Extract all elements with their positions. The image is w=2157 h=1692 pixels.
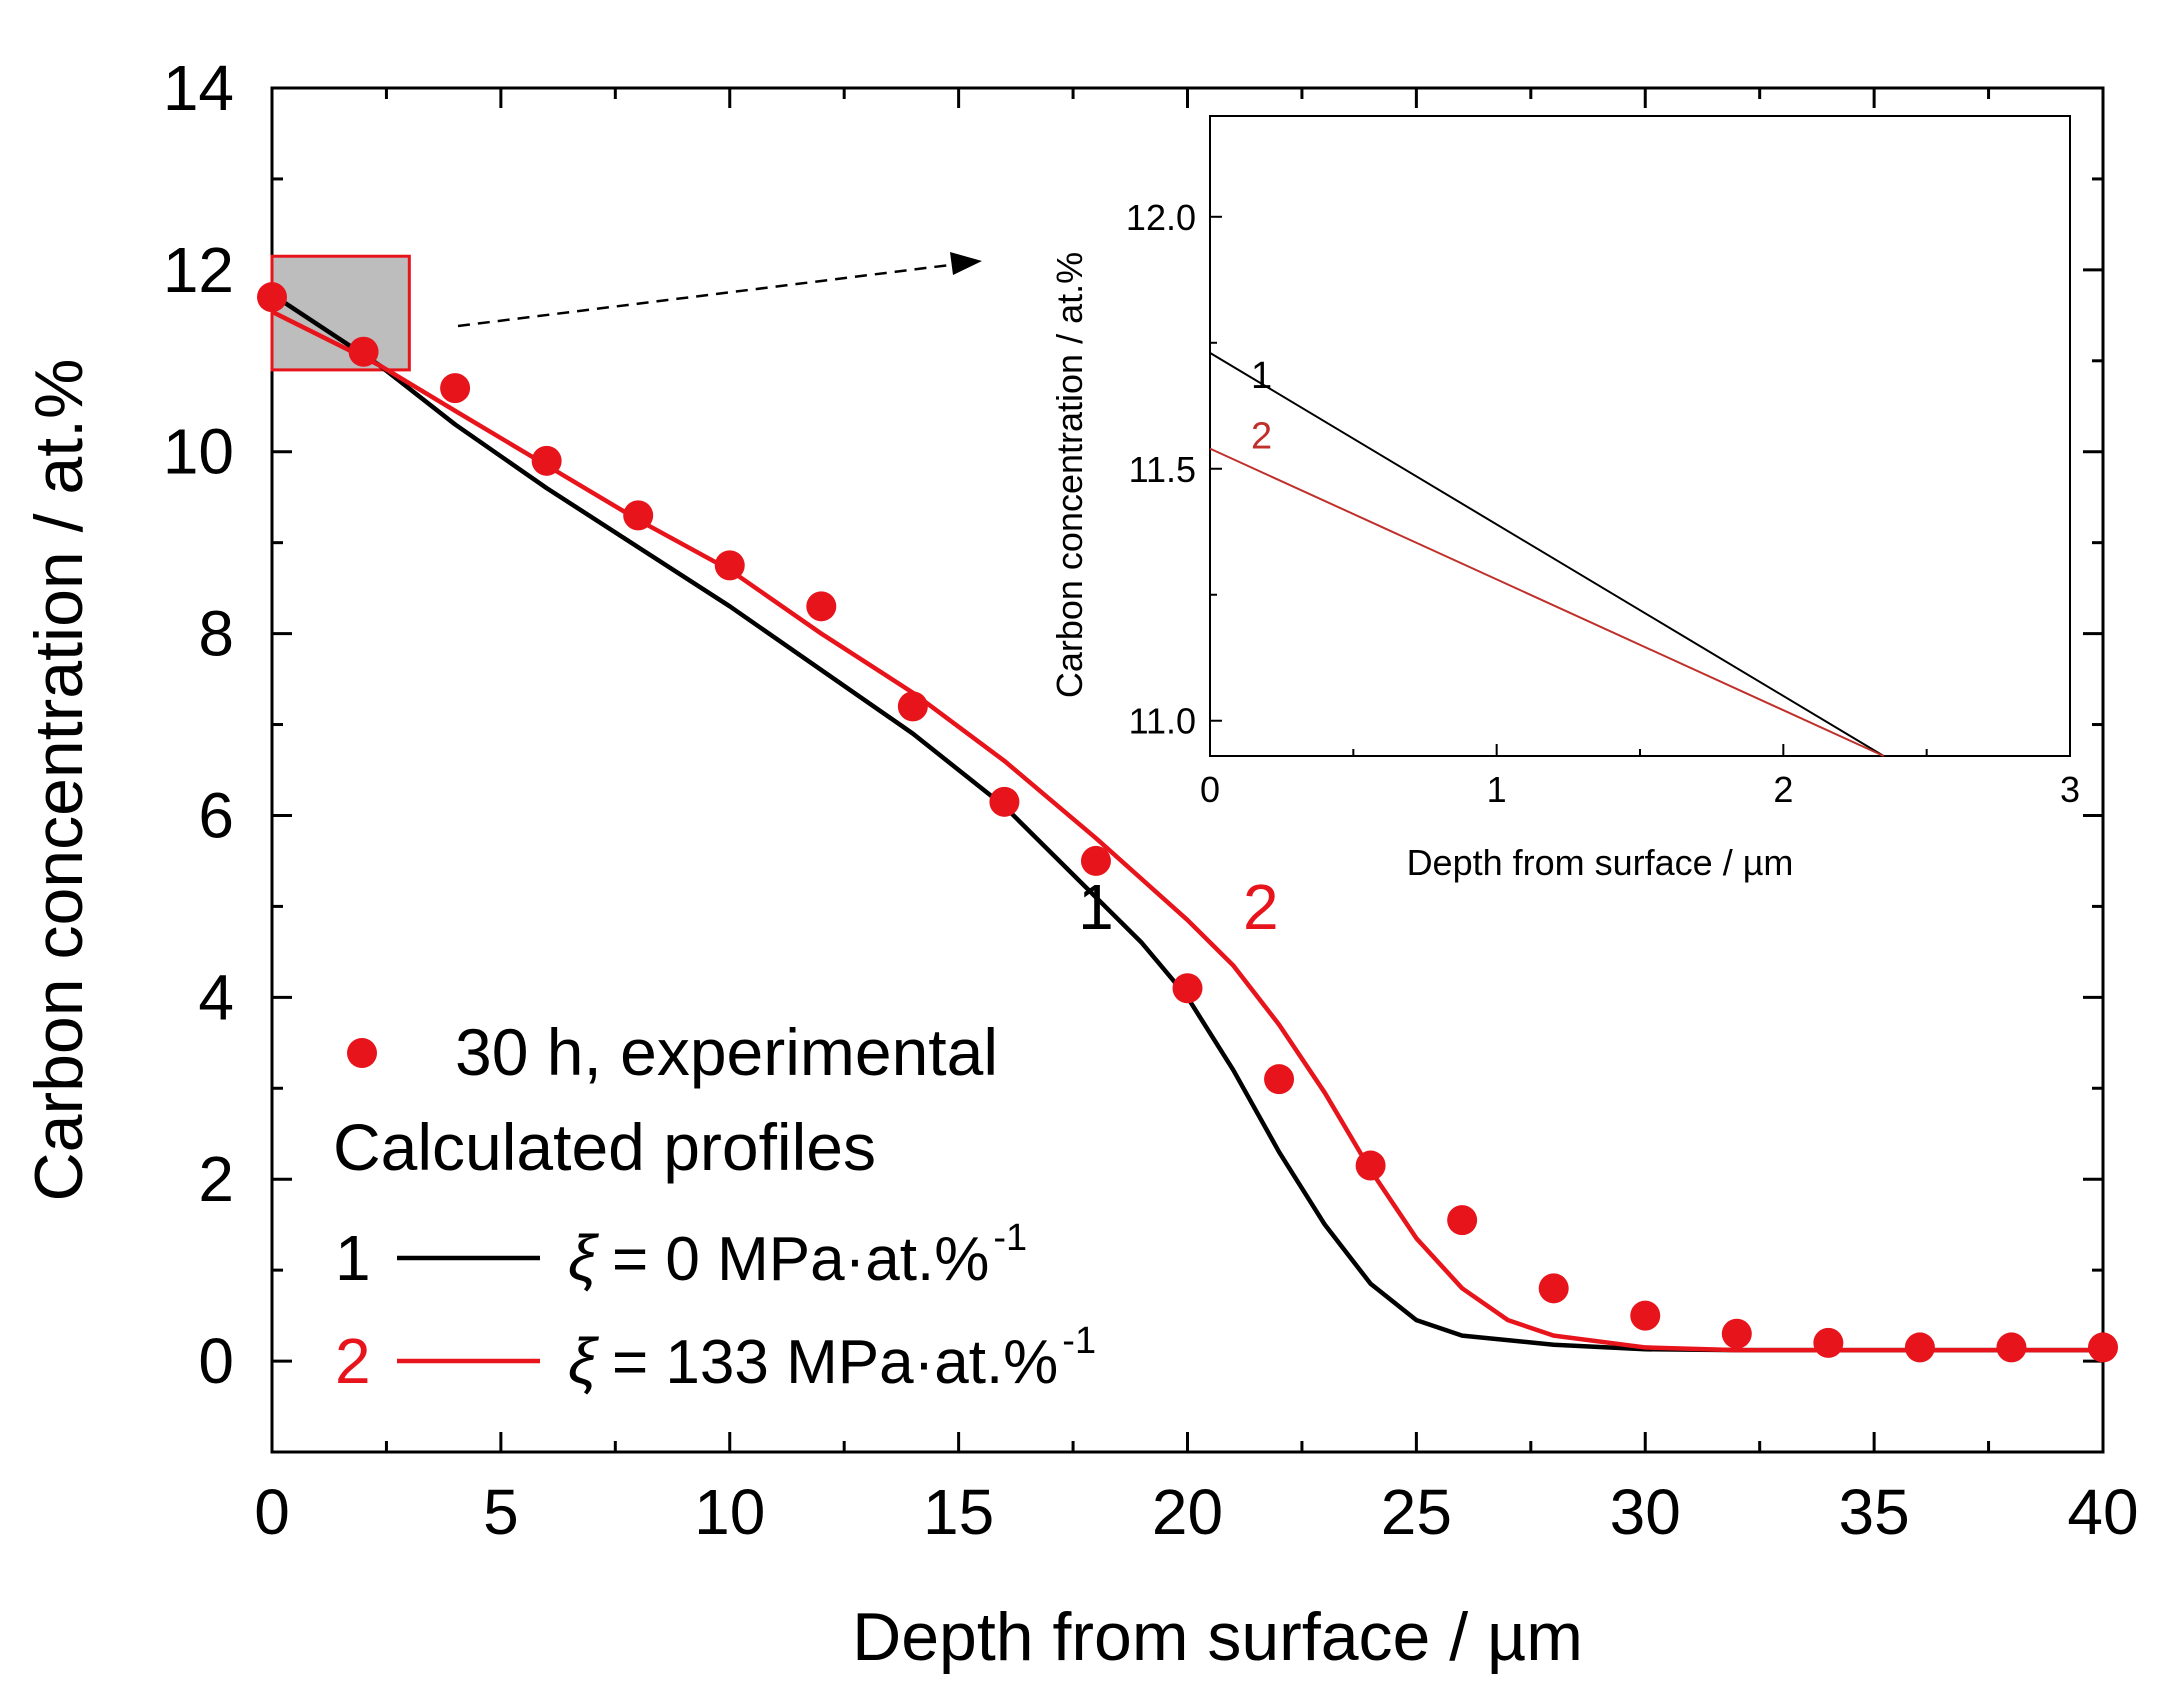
data-point [1721,1318,1752,1349]
legend-entry-text: = 0 MPa·at.% [612,1225,989,1294]
series-line-1 [270,292,2103,1353]
data-point [1630,1300,1661,1331]
legend-entry-text: = 133 MPa·at.% [612,1328,1058,1397]
x-tick-label: 35 [1839,1476,1910,1548]
series-line-2 [270,309,2103,1353]
data-point [1996,1332,2027,1363]
legend-xi-symbol: ξ [568,1222,599,1294]
x-tick-label: 10 [694,1476,765,1548]
x-tick-label: 25 [1381,1476,1452,1548]
data-point [714,550,745,581]
legend-label-experimental: 30 h, experimental [455,1015,998,1089]
x-tick-label: 20 [1152,1476,1223,1548]
y-tick-label: 6 [198,779,234,851]
inset-x-tick-label: 3 [2060,769,2080,810]
data-point [440,373,471,404]
legend-entry-number: 2 [335,1325,371,1397]
curve-label-1: 1 [1078,871,1114,943]
inset-chart: 0 1 2 3 11.0 11.5 12.0 Depth from surface / µm C… [1049,115,2080,883]
inset-x-tick-label: 1 [1487,769,1507,810]
data-point [1813,1327,1844,1358]
inset-y-tick-label: 12.0 [1126,197,1196,238]
x-tick-label: 15 [923,1476,994,1548]
x-tick-label: 30 [1610,1476,1681,1548]
data-point [531,445,562,476]
legend: 30 h, experimental Calculated profiles 1 ξ =… [333,1015,1096,1397]
x-tick-label: 40 [2067,1476,2138,1548]
inset-curve-label-2: 2 [1251,416,1272,458]
legend-entry-superscript: -1 [993,1217,1027,1259]
x-tick-label: 0 [254,1476,290,1548]
data-point [897,691,928,722]
y-axis-title: Carbon concentration / at.% [21,359,97,1202]
y-tick-label: 12 [163,234,234,306]
inset-y-axis-title: Carbon concentration / at.% [1049,252,1090,698]
data-point [1080,845,1111,876]
data-point [1264,1064,1295,1095]
zoom-arrow-line [457,262,959,328]
y-tick-label: 8 [198,598,234,670]
inset-curve-label-1: 1 [1251,355,1272,397]
x-tick-label: 5 [483,1476,519,1548]
inset-x-tick-label: 0 [1200,769,1220,810]
legend-entry-superscript: -1 [1062,1320,1096,1362]
y-tick-label: 0 [198,1325,234,1397]
data-point [1172,973,1203,1004]
data-point [257,282,287,313]
inset-frame [1209,115,2071,757]
inset-x-tick-label: 2 [1773,769,1793,810]
data-point [1538,1273,1569,1304]
inset-series-line-1 [1209,351,1885,757]
curve-label-2: 2 [1243,871,1279,943]
legend-marker-experimental [347,1038,377,1068]
legend-xi-symbol: ξ [568,1325,599,1397]
data-point [623,500,654,531]
data-point [348,336,379,367]
x-axis-title: Depth from surface / µm [852,1599,1583,1675]
data-point [806,591,837,622]
inset-x-axis-title: Depth from surface / µm [1407,842,1794,883]
zoom-arrow-head [950,252,982,275]
y-tick-label: 14 [163,52,234,124]
y-tick-label: 10 [163,416,234,488]
data-point [2088,1332,2118,1363]
inset-series-line-2 [1209,447,1885,757]
zoom-region-box [270,254,411,372]
y-tick-label: 4 [198,961,234,1033]
inset-y-tick-label: 11.0 [1129,701,1196,742]
inset-y-tick-label: 11.5 [1129,449,1196,490]
data-point [1904,1332,1935,1363]
data-point [989,786,1020,817]
data-point [1355,1150,1386,1181]
data-point [1447,1205,1478,1236]
legend-heading: Calculated profiles [333,1110,876,1184]
legend-entry-number: 1 [335,1222,371,1294]
y-tick-label: 2 [198,1143,234,1215]
